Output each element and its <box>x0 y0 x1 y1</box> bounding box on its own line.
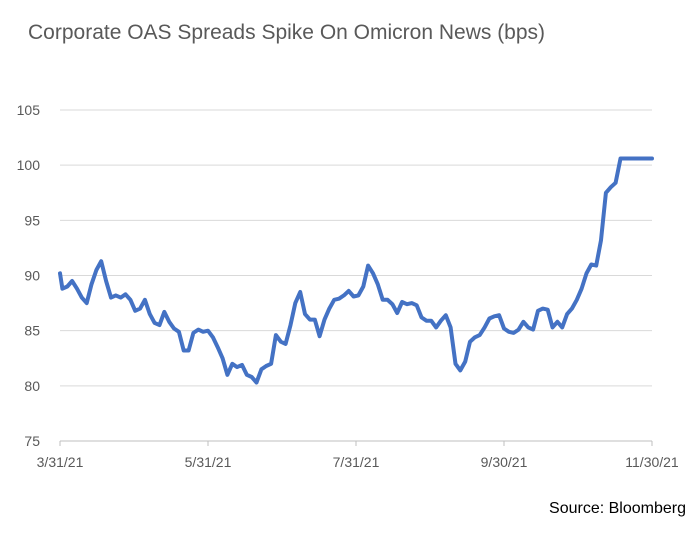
x-tick-label: 3/31/21 <box>37 454 84 470</box>
x-tick-label: 7/31/21 <box>333 454 380 470</box>
x-tick-label: 5/31/21 <box>185 454 232 470</box>
x-axis-ticks: 3/31/21 5/31/21 7/31/21 9/30/21 11/30/21 <box>37 441 679 470</box>
y-tick-label: 75 <box>24 433 40 449</box>
x-tick-label: 11/30/21 <box>625 454 679 470</box>
y-tick-label: 95 <box>24 212 40 228</box>
y-tick-label: 100 <box>17 157 41 173</box>
source-note: Source: Bloomberg <box>549 500 686 517</box>
y-tick-label: 90 <box>24 268 40 284</box>
y-tick-label: 80 <box>24 378 40 394</box>
gridlines <box>60 109 652 387</box>
y-tick-label: 85 <box>24 323 40 339</box>
series-layer <box>58 156 654 385</box>
y-tick-label: 105 <box>17 102 41 118</box>
chart-title: Corporate OAS Spreads Spike On Omicron N… <box>28 21 546 44</box>
series-line-0 <box>58 156 654 385</box>
x-tick-label: 9/30/21 <box>481 454 528 470</box>
y-axis-ticks: 75 80 85 90 95 100 105 <box>17 102 41 449</box>
